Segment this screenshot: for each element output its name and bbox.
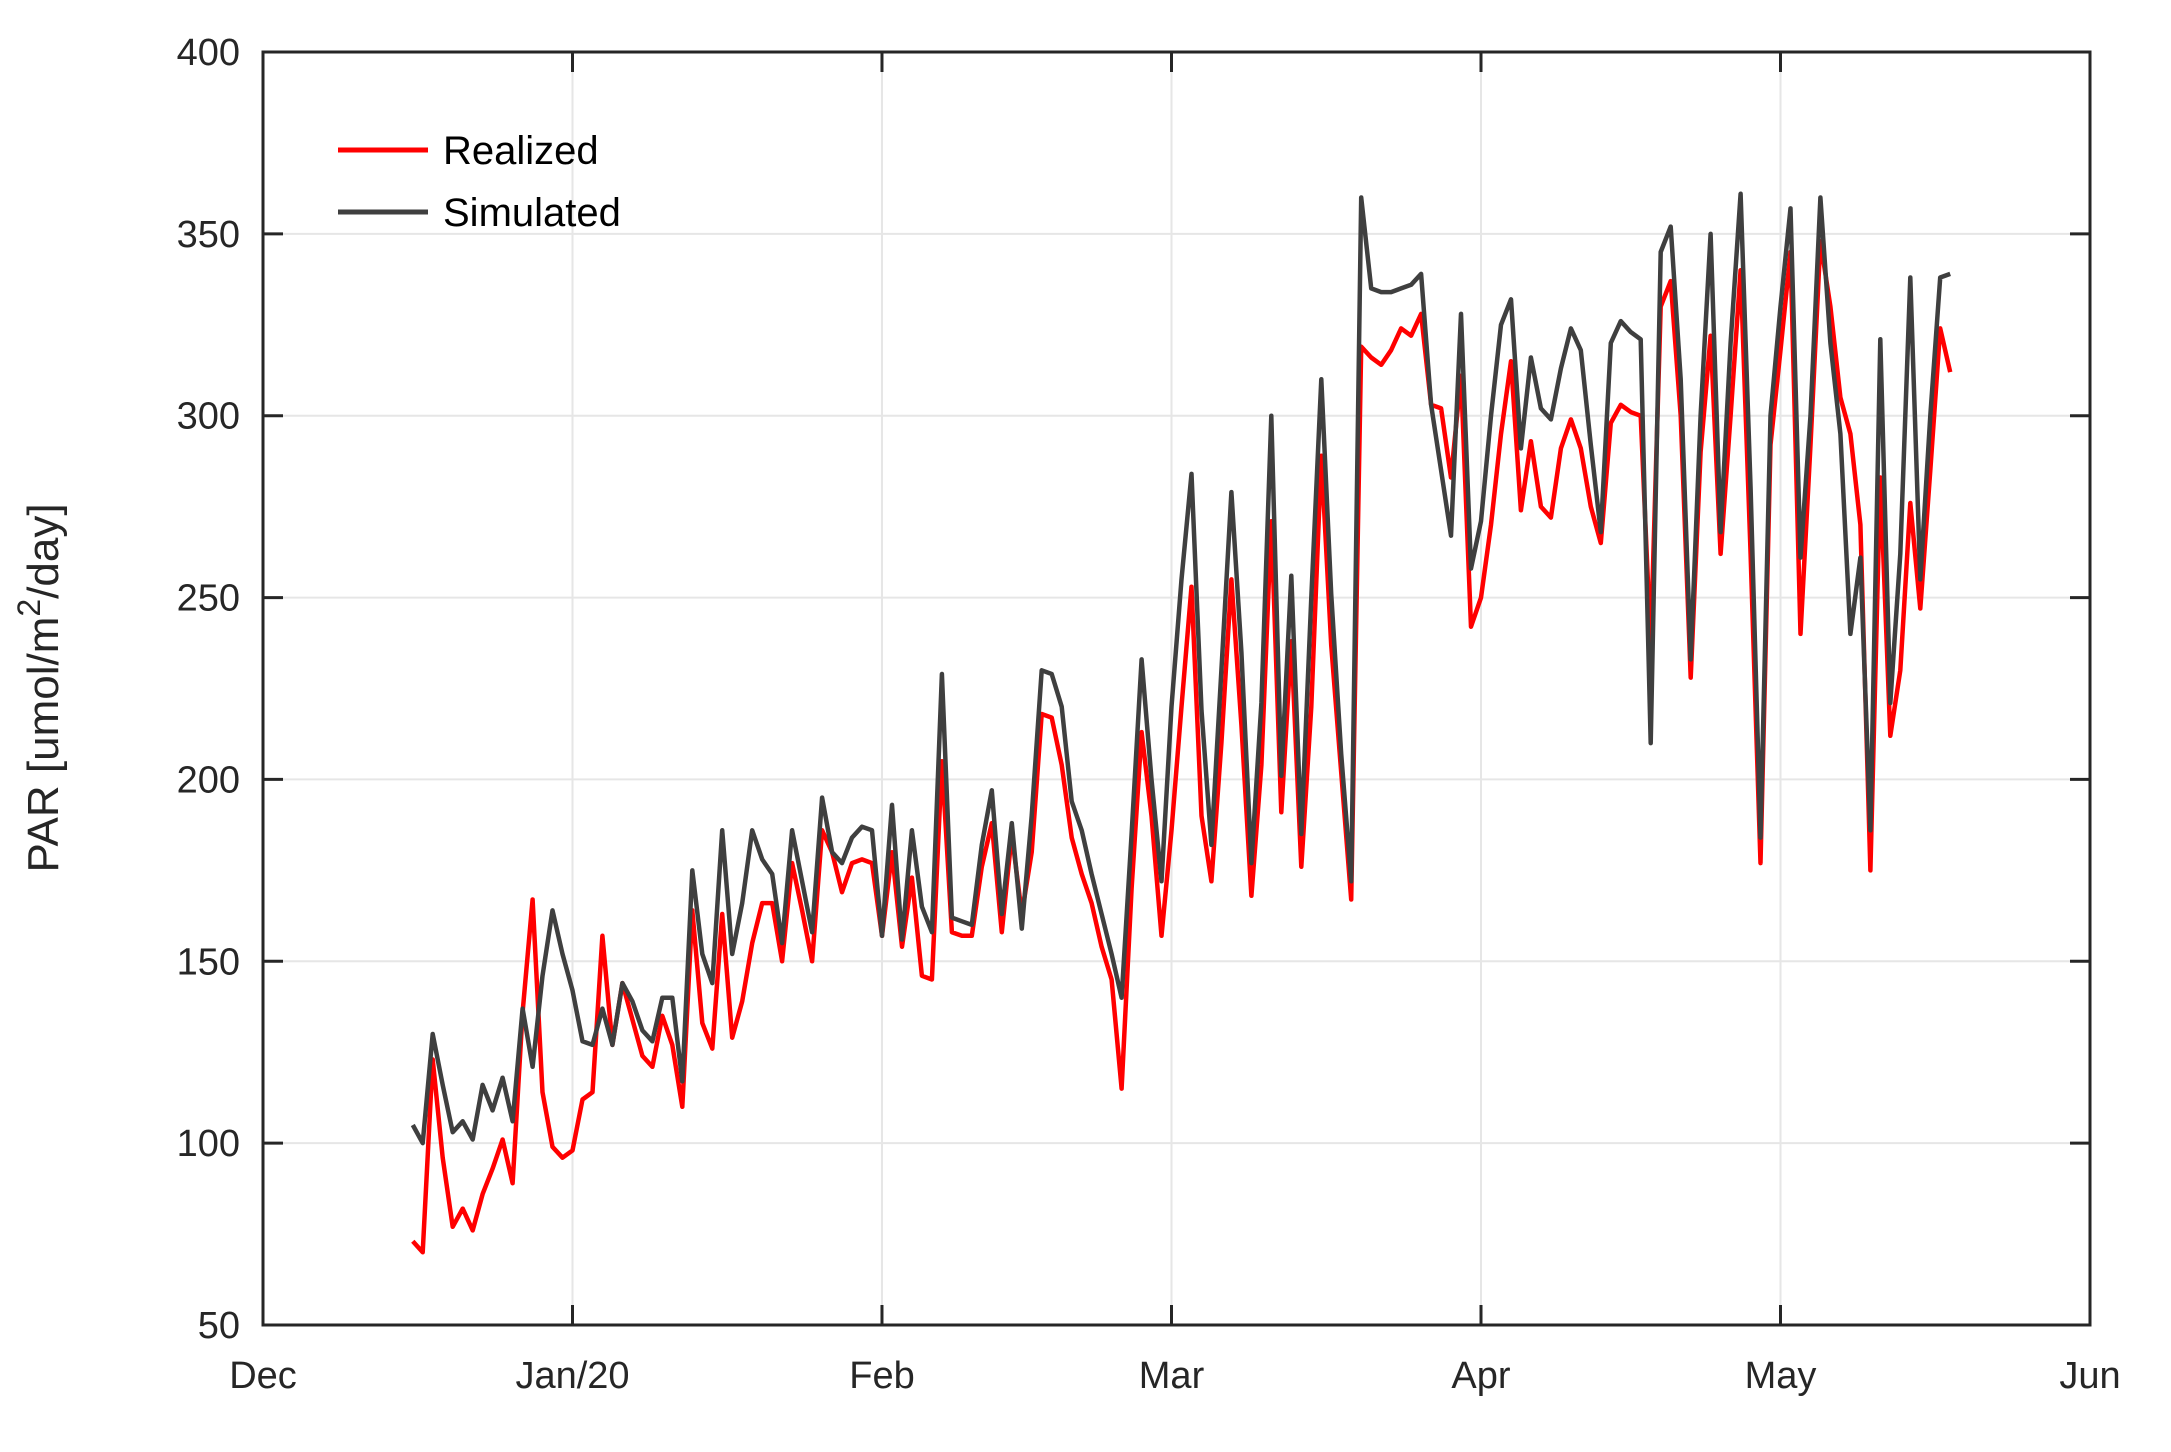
- y-axis-label: PAR [umol/m2/day]: [11, 503, 68, 872]
- x-tick-label: Feb: [849, 1355, 914, 1397]
- y-tick-label: 400: [177, 32, 240, 74]
- y-tick-label: 300: [177, 396, 240, 438]
- y-tick-labels: 50 100 150 200 250 300 350 400: [177, 32, 240, 1347]
- tick-marks: [261, 50, 2092, 1327]
- series-line-simulated: [410, 191, 1951, 1146]
- y-tick-label: 200: [177, 759, 240, 801]
- axes-box: [261, 50, 2092, 1327]
- y-tick-label: 350: [177, 214, 240, 256]
- legend-label-realized: Realized: [443, 129, 599, 173]
- x-tick-labels: Dec Jan/20 Feb Mar Apr May Jun: [229, 1355, 2120, 1397]
- x-tick-label: Jun: [2059, 1355, 2120, 1397]
- x-tick-label: Mar: [1139, 1355, 1205, 1397]
- y-tick-label: 100: [177, 1123, 240, 1165]
- x-tick-label: Jan/20: [515, 1355, 629, 1397]
- series-lines: [410, 191, 1953, 1255]
- y-tick-label: 250: [177, 578, 240, 620]
- legend-label-simulated: Simulated: [443, 191, 621, 235]
- y-tick-label: 50: [198, 1305, 240, 1347]
- x-tick-label: May: [1745, 1355, 1817, 1397]
- y-tick-label: 150: [177, 941, 240, 983]
- x-tick-label: Dec: [229, 1355, 297, 1397]
- x-tick-label: Apr: [1451, 1355, 1510, 1397]
- legend: Realized Simulated: [338, 129, 621, 235]
